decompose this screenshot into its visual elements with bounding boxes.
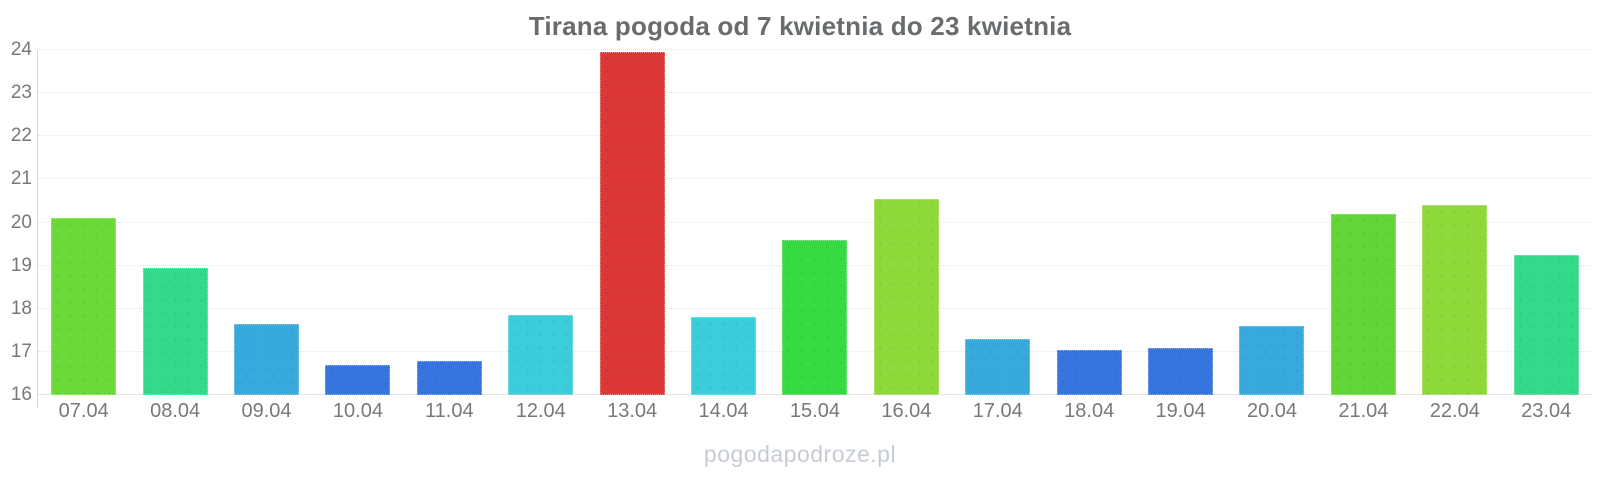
x-tick-label-15.04: 15.04 [789,400,840,422]
bar-slot-17.04 [952,50,1043,395]
y-tick-label-18: 18 [10,297,32,319]
y-axis-labels: 16 17 18 19 20 21 22 23 24 [0,39,32,405]
y-tick-label-20: 20 [10,211,32,233]
chart-title: Tirana pogoda od 7 kwietnia do 23 kwietn… [528,11,1072,41]
gridline-23 [38,92,1592,94]
bar-slot-19.04 [1135,50,1226,395]
bar-16.04 [873,198,939,395]
bar-slot-20.04 [1226,50,1317,395]
y-tick-label-19: 19 [10,254,32,276]
x-axis-labels: 07.04 08.04 09.04 10.04 11.04 12.04 13.04 14.04… [38,400,1592,423]
bar-18.04 [1056,349,1122,395]
bar-10.04 [325,364,391,395]
bar-slot-08.04 [129,50,220,395]
bar-slot-11.04 [404,50,495,395]
y-tick-label-23: 23 [10,82,32,104]
bar-09.04 [234,323,300,395]
y-tick-label-24: 24 [10,39,32,60]
bar-slot-09.04 [221,50,312,395]
bar-slot-23.04 [1501,50,1592,395]
x-tick-label-14.04: 14.04 [698,400,749,422]
bar-19.04 [1148,347,1214,395]
x-tick-label-17.04: 17.04 [972,400,1023,422]
x-tick-label-09.04: 09.04 [241,400,292,422]
bar-slot-18.04 [1043,50,1134,395]
x-tick-label-07.04: 07.04 [58,400,109,422]
bar-slot-15.04 [769,50,860,395]
x-tick-label-10.04: 10.04 [332,400,383,422]
x-tick-label-13.04: 13.04 [607,400,658,422]
x-tick-label-11.04: 11.04 [425,400,474,422]
y-axis-line [37,50,38,408]
bar-12.04 [508,315,574,395]
bar-slot-13.04 [586,50,677,395]
plot-area [37,49,1592,408]
x-tick-label-23.04: 23.04 [1521,400,1572,422]
bar-14.04 [691,317,757,395]
bar-07.04 [51,218,117,395]
bar-slot-21.04 [1318,50,1409,395]
bar-slot-22.04 [1409,50,1500,395]
bar-slot-12.04 [495,50,586,395]
bar-slot-14.04 [678,50,769,395]
watermark: pogodapodroze.pl [703,441,897,467]
x-tick-label-21.04: 21.04 [1338,400,1389,422]
bar-slot-16.04 [861,50,952,395]
bar-11.04 [416,360,482,395]
gridline-22 [38,135,1592,137]
bar-20.04 [1239,326,1305,395]
bar-17.04 [965,338,1031,395]
bar-22.04 [1422,205,1488,395]
bar-15.04 [782,239,848,395]
bar-08.04 [142,267,208,395]
y-tick-label-16: 16 [10,384,32,405]
bars-layer [38,50,1592,395]
gridline-20 [38,221,1592,223]
x-tick-label-16.04: 16.04 [881,400,932,422]
bar-slot-07.04 [38,50,129,395]
x-tick-label-19.04: 19.04 [1155,400,1206,422]
x-tick-label-22.04: 22.04 [1429,400,1480,422]
x-tick-label-18.04: 18.04 [1064,400,1115,422]
bar-23.04 [1513,254,1579,395]
bar-slot-10.04 [312,50,403,395]
y-tick-label-21: 21 [10,168,32,190]
bar-13.04 [599,52,665,395]
x-tick-label-12.04: 12.04 [515,400,566,422]
gridline-21 [38,178,1592,180]
x-tick-label-20.04: 20.04 [1246,400,1298,422]
bar-21.04 [1330,213,1396,395]
y-tick-label-22: 22 [10,125,32,147]
gridline-24 [38,49,1592,50]
y-tick-label-17: 17 [10,340,32,362]
x-tick-label-08.04: 08.04 [150,400,201,422]
